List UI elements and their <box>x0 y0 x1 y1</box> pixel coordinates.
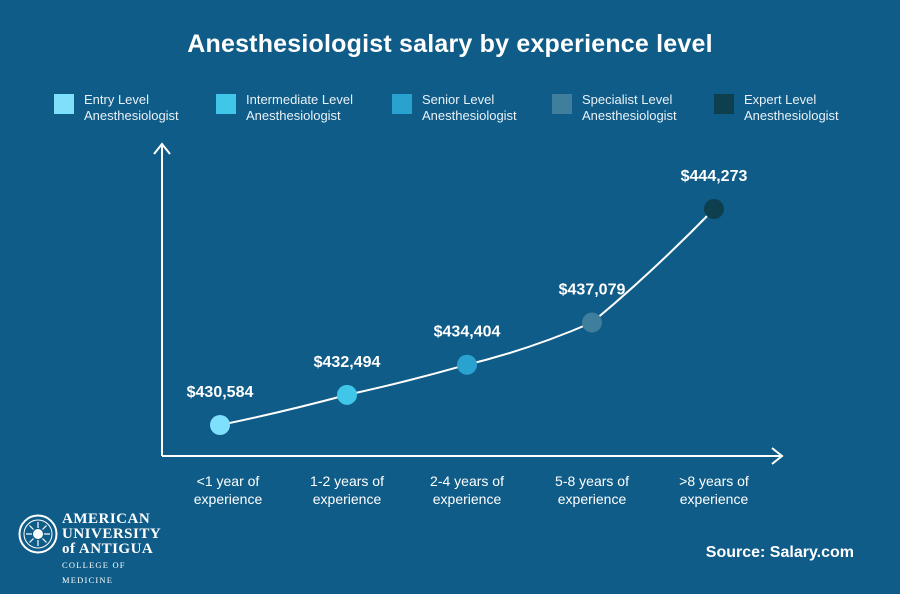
x-tick-label-3-line-1: 2-4 years of <box>430 473 504 489</box>
x-tick-label-4-line-1: 5-8 years of <box>555 473 629 489</box>
legend-item-entry: Entry Level Anesthesiologist <box>54 92 179 124</box>
x-tick-label-4-line-2: experience <box>558 491 627 507</box>
legend-item-expert: Expert Level Anesthesiologist <box>714 92 839 124</box>
legend: Entry Level Anesthesiologist Intermediat… <box>0 92 900 132</box>
x-axis-arrow <box>771 447 784 465</box>
x-tick-label-2-line-1: 1-2 years of <box>310 473 384 489</box>
legend-item-senior: Senior Level Anesthesiologist <box>392 92 517 124</box>
legend-label-senior: Senior Level Anesthesiologist <box>422 92 517 123</box>
plot-area: $430,584 <1 year of experience $432,494 1-2 … <box>187 168 749 507</box>
logo-line-university: UNIVERSITY <box>62 526 162 542</box>
y-axis-arrow <box>153 142 171 155</box>
legend-swatch-entry <box>54 94 74 114</box>
value-label-2: $432,494 <box>314 354 381 371</box>
legend-item-specialist: Specialist Level Anesthesiologist <box>552 92 677 124</box>
legend-label-specialist: Specialist Level Anesthesiologist <box>582 92 677 123</box>
logo-line-antigua: of ANTIGUA <box>62 541 154 557</box>
data-point-4 <box>582 312 602 333</box>
legend-swatch-specialist <box>552 94 572 114</box>
value-label-5: $444,273 <box>681 168 748 185</box>
source-note: Source: Salary.com <box>705 544 854 561</box>
data-point-5 <box>704 199 724 219</box>
legend-swatch-expert <box>714 94 734 114</box>
data-point-3 <box>457 354 477 375</box>
value-label-1: $430,584 <box>187 384 254 401</box>
value-label-3: $434,404 <box>434 324 501 341</box>
series-line <box>219 208 715 426</box>
logo-wordmark: AMERICAN UNIVERSITY of ANTIGUA COLLEGE O… <box>62 512 168 588</box>
x-tick-label-5-line-2: experience <box>680 491 749 507</box>
university-seal-icon <box>18 514 58 554</box>
logo-line-college: COLLEGE OF MEDICINE <box>62 560 126 585</box>
x-tick-label-2-line-2: experience <box>313 491 382 507</box>
legend-swatch-intermediate <box>216 94 236 114</box>
chart-title: Anesthesiologist salary by experience le… <box>187 30 713 58</box>
x-tick-label-1-line-1: <1 year of <box>197 473 260 489</box>
axes <box>153 142 784 465</box>
x-tick-label-1-line-2: experience <box>194 491 263 507</box>
value-label-4: $437,079 <box>559 282 626 299</box>
legend-label-intermediate: Intermediate Level Anesthesiologist <box>246 92 353 123</box>
logo-line-american: AMERICAN <box>62 511 151 527</box>
university-logo: AMERICAN UNIVERSITY of ANTIGUA COLLEGE O… <box>18 512 168 585</box>
legend-label-entry: Entry Level Anesthesiologist <box>84 92 179 123</box>
x-tick-label-3-line-2: experience <box>433 491 502 507</box>
legend-item-intermediate: Intermediate Level Anesthesiologist <box>216 92 353 124</box>
x-tick-label-5-line-1: >8 years of <box>679 473 749 489</box>
data-point-2 <box>337 384 357 405</box>
legend-label-expert: Expert Level Anesthesiologist <box>744 92 839 123</box>
data-point-1 <box>210 415 230 435</box>
legend-swatch-senior <box>392 94 412 114</box>
